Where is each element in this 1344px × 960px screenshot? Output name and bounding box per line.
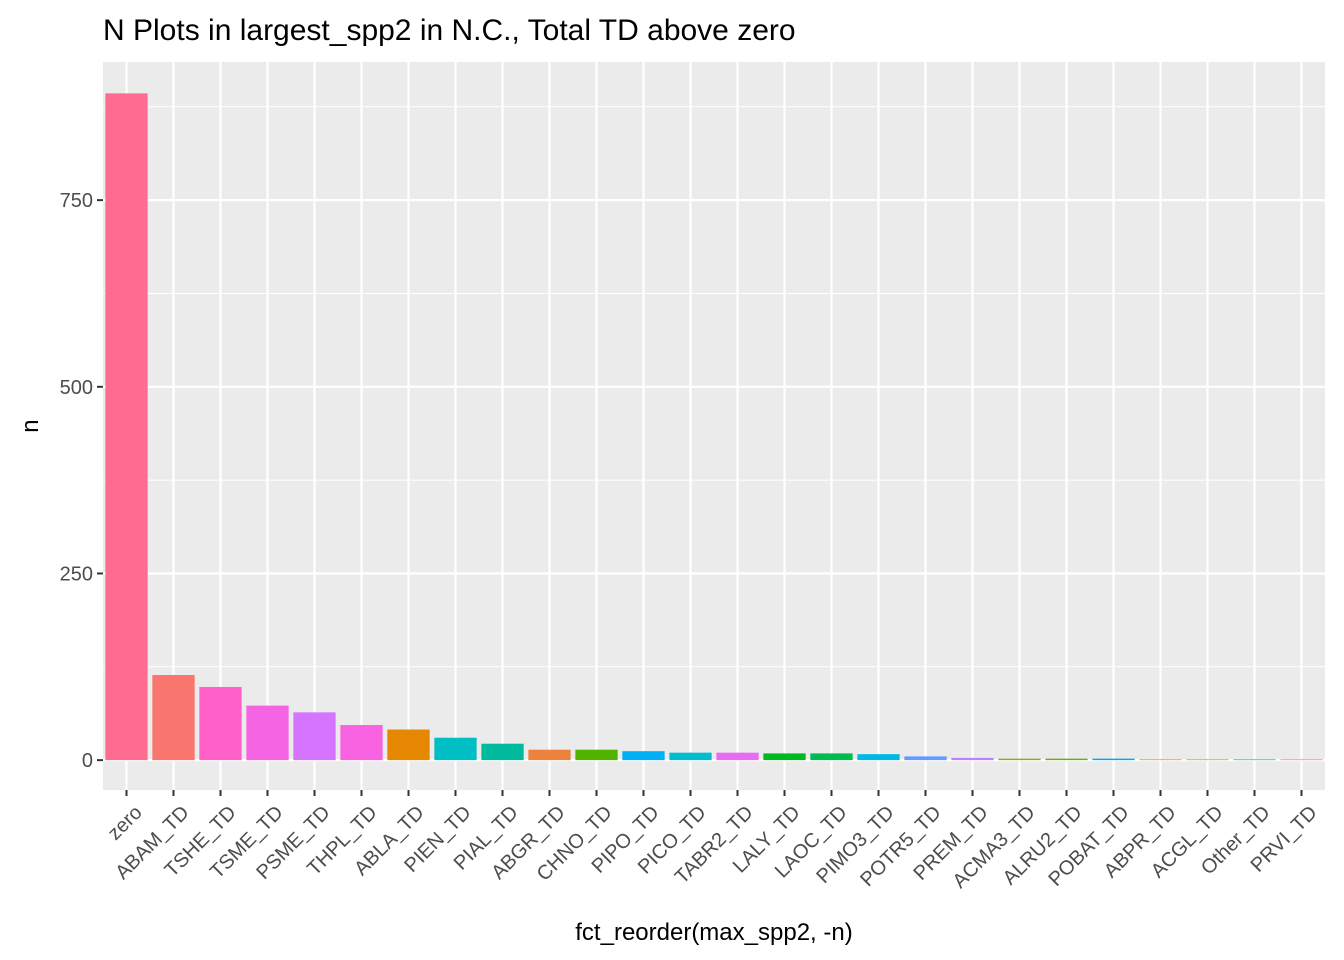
x-axis-ticks: zeroABAM_TDTSHE_TDTSME_TDPSME_TDTHPL_TDA… <box>104 790 1322 893</box>
chart-title: N Plots in largest_spp2 in N.C., Total T… <box>103 14 796 47</box>
bar-other_td <box>1233 759 1276 761</box>
bar-abpr_td <box>1139 759 1182 761</box>
bar-thpl_td <box>340 725 383 761</box>
bar-laly_td <box>763 753 806 761</box>
y-tick-label: 750 <box>60 190 93 212</box>
y-axis-title: n <box>17 419 44 432</box>
bar-potr5_td <box>904 756 947 761</box>
bar-acma3_td <box>998 758 1041 761</box>
y-axis-ticks: 0 250 500 750 <box>60 190 103 772</box>
bar-pico_td <box>669 752 712 761</box>
bar-pobat_td <box>1092 758 1135 761</box>
bar-tsme_td <box>246 705 289 761</box>
bar-chno_td <box>575 749 618 761</box>
bar-psme_td <box>293 712 336 761</box>
bar-acgl_td <box>1186 759 1229 761</box>
bar-abla_td <box>387 729 430 761</box>
bar-tshe_td <box>199 686 242 761</box>
bar-abam_td <box>152 675 195 761</box>
bar-pimo3_td <box>857 754 900 761</box>
grid-lines <box>103 62 1325 790</box>
bar-prvi_td <box>1280 759 1323 761</box>
bar-abgr_td <box>528 749 571 761</box>
bar-pien_td <box>434 737 477 761</box>
plot-panel <box>103 62 1325 790</box>
bar-pipo_td <box>622 751 665 761</box>
y-tick-label: 250 <box>60 563 93 585</box>
bars <box>105 93 1323 761</box>
y-tick-label: 500 <box>60 377 93 399</box>
bar-prem_td <box>951 757 994 761</box>
bar-alru2_td <box>1045 758 1088 761</box>
bar-zero <box>105 93 148 761</box>
bar-tabr2_td <box>716 752 759 761</box>
bar-laoc_td <box>810 753 853 761</box>
x-axis-title: fct_reorder(max_spp2, -n) <box>575 919 852 946</box>
bar-pial_td <box>481 743 524 761</box>
y-tick-label: 0 <box>82 750 93 772</box>
